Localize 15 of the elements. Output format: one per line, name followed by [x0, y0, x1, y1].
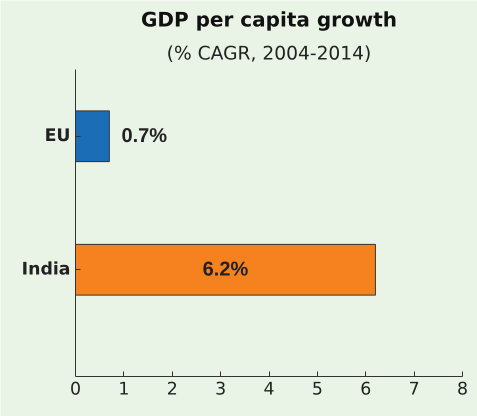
x-tick-label: 7: [408, 380, 420, 400]
y-tick-label: India: [22, 260, 71, 280]
x-tick-label: 4: [263, 380, 275, 400]
data-label: 0.7%: [121, 125, 168, 148]
x-tick-label: 6: [360, 380, 372, 400]
x-tick-label: 3: [215, 380, 226, 400]
y-tick-label: EU: [44, 126, 71, 146]
x-tick-label: 1: [118, 380, 130, 400]
chart-subtitle: (% CAGR, 2004-2014): [166, 44, 372, 64]
data-label: 6.2%: [202, 258, 248, 281]
x-tick-label: 0: [70, 380, 82, 400]
x-tick-label: 2: [166, 380, 178, 400]
chart-title: GDP per capita growth: [140, 8, 398, 32]
x-tick-label: 5: [312, 380, 323, 400]
x-tick-label: 8: [456, 380, 468, 400]
